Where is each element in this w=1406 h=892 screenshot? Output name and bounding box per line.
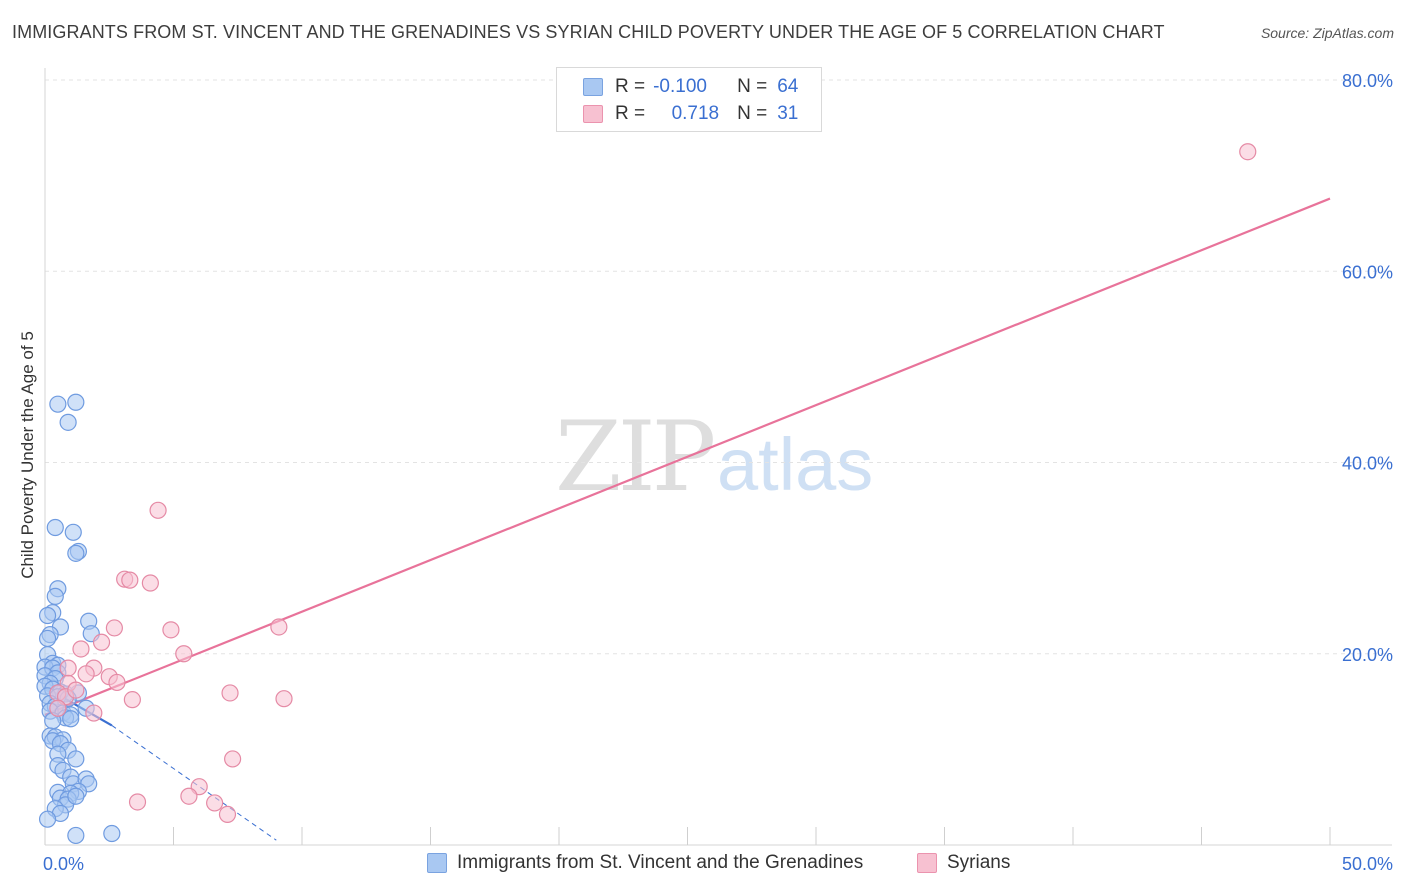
- trend-lines: [44, 197, 1331, 841]
- point-series1: [59, 413, 77, 431]
- legend-swatch-series1: [583, 78, 603, 96]
- watermark-atlas: atlas: [717, 423, 873, 506]
- bottom-legend-label-series1: Immigrants from St. Vincent and the Gren…: [457, 852, 864, 873]
- point-series2: [105, 619, 123, 637]
- point-series2: [123, 691, 141, 709]
- correlation-legend: R = -0.100 N = 64 R = 0.718 N = 31: [556, 67, 822, 132]
- point-series2: [270, 618, 288, 636]
- y-tick-label: 20.0%: [1342, 645, 1393, 665]
- x-tick-label: 50.0%: [1342, 854, 1393, 874]
- y-tick-label: 80.0%: [1342, 71, 1393, 91]
- point-series1: [38, 606, 57, 625]
- point-series2: [162, 621, 180, 639]
- point-series2: [59, 659, 77, 677]
- legend-r-value: -0.100: [653, 76, 707, 97]
- point-series2: [224, 750, 242, 768]
- grid-lines: [45, 79, 1392, 655]
- point-series2: [49, 699, 67, 717]
- point-series1: [46, 518, 64, 537]
- point-series1: [67, 393, 85, 411]
- legend-row-series1: R = -0.100 N = 64: [583, 76, 798, 98]
- point-series1: [62, 710, 80, 728]
- point-series2: [67, 681, 85, 699]
- point-series2: [77, 665, 95, 683]
- point-series1: [67, 544, 85, 562]
- point-series2: [206, 794, 224, 812]
- point-series1: [49, 395, 67, 413]
- point-series2: [128, 793, 147, 811]
- y-tick-label: 40.0%: [1342, 454, 1393, 474]
- point-series1: [67, 750, 85, 768]
- y-tick-labels: 20.0% 40.0% 60.0% 80.0%: [1342, 71, 1393, 665]
- chart-title: IMMIGRANTS FROM ST. VINCENT AND THE GREN…: [12, 22, 1165, 42]
- point-series1: [38, 810, 57, 828]
- point-series1: [46, 587, 64, 605]
- legend-row-series2: R = 0.718 N = 31: [583, 103, 798, 125]
- y-tick-label: 60.0%: [1342, 262, 1393, 282]
- watermark-zip: ZIP: [555, 401, 714, 513]
- point-series2: [180, 787, 198, 805]
- source-label: Source: ZipAtlas.com: [1260, 25, 1394, 41]
- legend-n-label: N =: [737, 103, 768, 124]
- legend-n-value: 64: [777, 76, 799, 97]
- point-series2: [108, 673, 126, 692]
- y-axis-label: Child Poverty Under the Age of 5: [18, 331, 37, 579]
- point-series2: [141, 574, 159, 592]
- point-series2: [275, 690, 293, 708]
- point-series1: [67, 826, 85, 845]
- bottom-legend-swatch-series2: [917, 853, 937, 873]
- point-series2: [175, 645, 193, 663]
- x-tick-labels: 0.0% 50.0%: [43, 854, 1393, 874]
- bottom-legend-series2: Syrians: [917, 852, 1010, 874]
- legend-n-value: 31: [777, 103, 799, 124]
- bottom-legend-label-series2: Syrians: [947, 852, 1011, 873]
- bottom-legend-swatch-series1: [427, 853, 447, 873]
- point-series2: [221, 684, 239, 702]
- legend-r-label: R =: [615, 76, 646, 97]
- legend-n-label: N =: [737, 76, 768, 97]
- trend-line-series2: [44, 197, 1331, 716]
- point-series1: [67, 787, 85, 805]
- point-series2: [85, 704, 103, 722]
- point-series2: [92, 633, 111, 651]
- point-series1: [38, 629, 57, 648]
- point-series1: [64, 523, 82, 541]
- data-points: [36, 143, 1257, 845]
- point-series1: [103, 824, 121, 843]
- legend-r-label: R =: [615, 103, 646, 124]
- point-series2: [1239, 143, 1257, 161]
- point-series2: [149, 501, 167, 519]
- x-tick-label: 0.0%: [43, 854, 84, 874]
- legend-r-value: 0.718: [671, 103, 720, 124]
- point-series2: [121, 571, 139, 589]
- bottom-legend-series1: Immigrants from St. Vincent and the Gren…: [427, 852, 863, 874]
- point-series2: [72, 640, 90, 658]
- legend-swatch-series2: [583, 105, 603, 123]
- point-series2: [218, 805, 237, 824]
- watermark: ZIP atlas: [555, 401, 873, 513]
